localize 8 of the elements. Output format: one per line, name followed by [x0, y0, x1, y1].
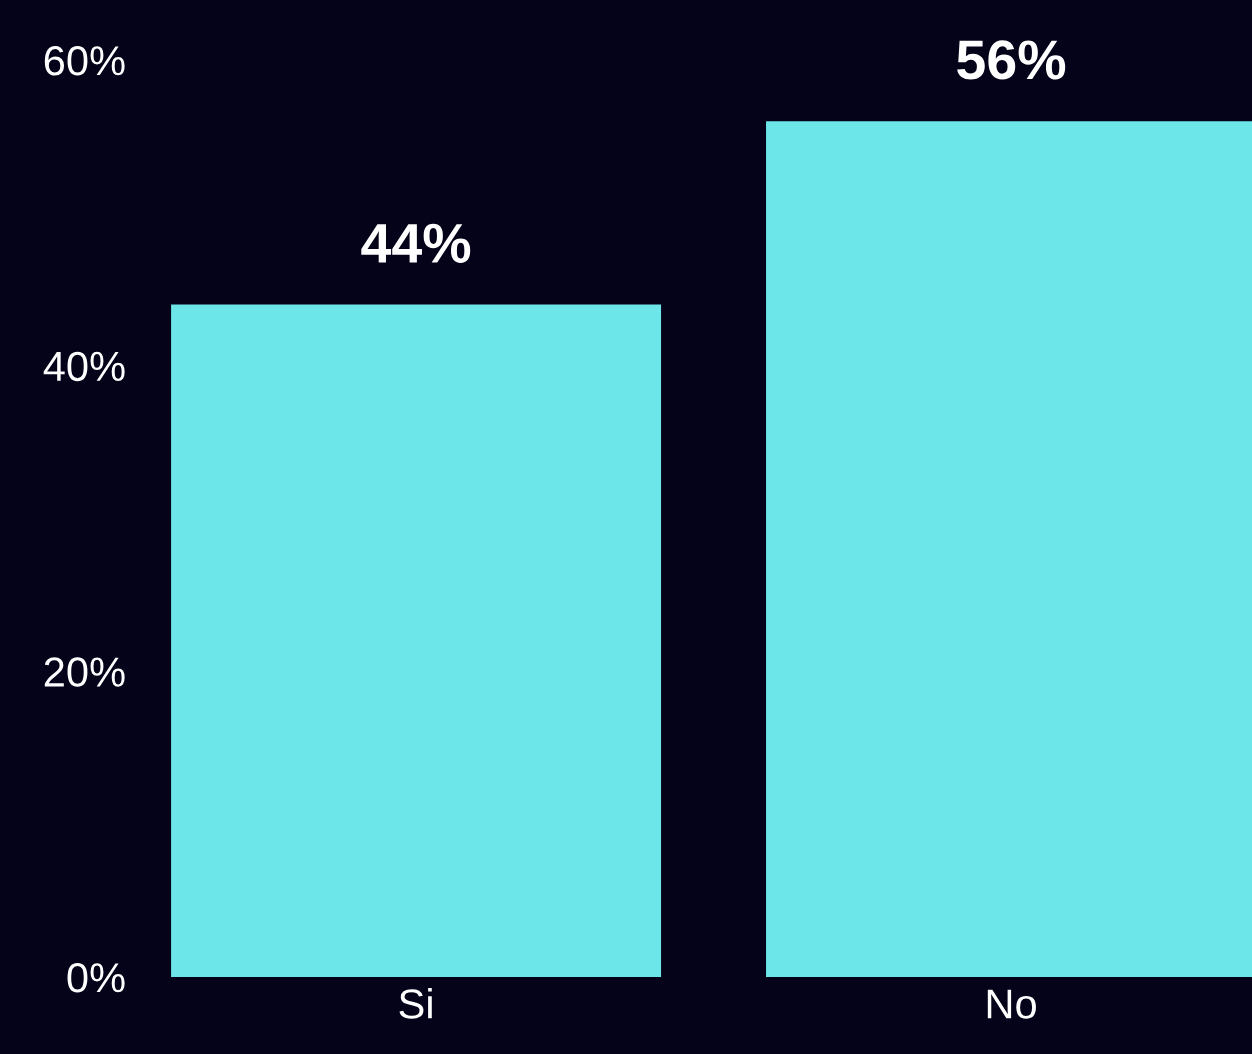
x-tick-label: Si — [399, 988, 432, 1019]
y-tick-label: 20% — [44, 657, 125, 687]
data-label: 56% — [957, 40, 1066, 80]
x-tick-label: No — [987, 989, 1036, 1019]
y-tick-label: 0% — [67, 963, 125, 993]
data-label: 44% — [361, 223, 471, 263]
y-tick-label: 60% — [44, 46, 125, 76]
y-tick-label: 40% — [43, 351, 125, 382]
